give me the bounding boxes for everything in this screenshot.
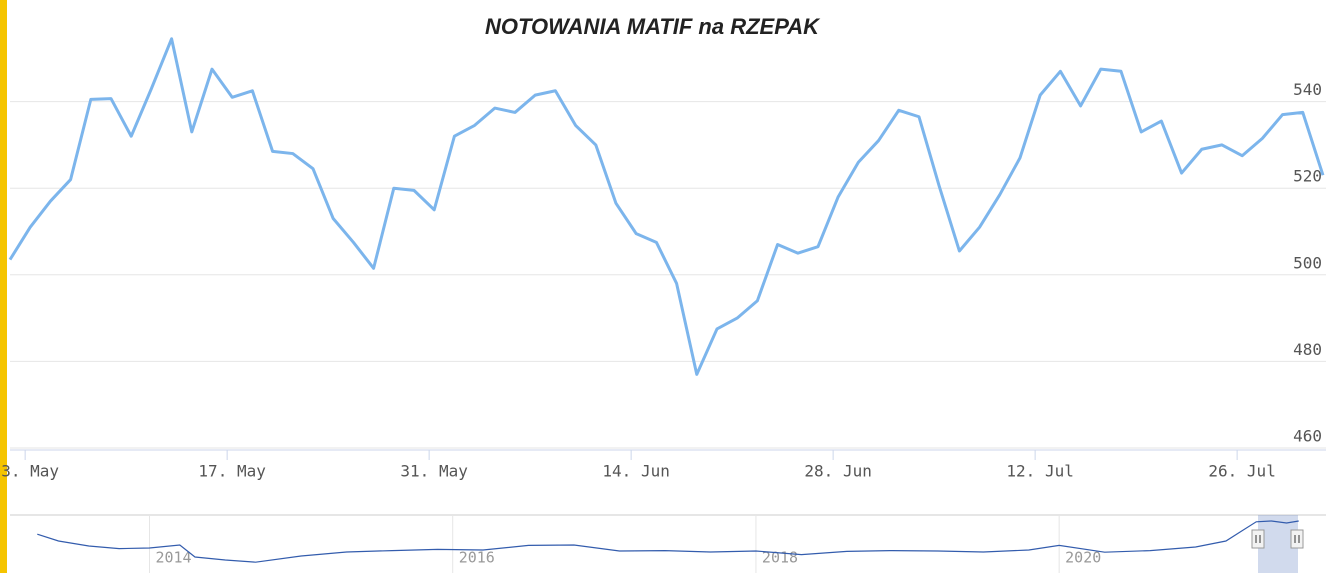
navigator-handle — [1290, 529, 1304, 549]
y-tick-label: 520 — [1293, 167, 1322, 186]
navigator-tick-label: 2014 — [155, 549, 191, 567]
chart-title: NOTOWANIA MATIF na RZEPAK — [485, 14, 821, 39]
x-tick-label: 28. Jun — [804, 462, 871, 481]
y-tick-label: 460 — [1293, 427, 1322, 446]
navigator-tick-label: 2020 — [1065, 549, 1101, 567]
x-tick-label: 14. Jun — [602, 462, 669, 481]
y-tick-label: 500 — [1293, 253, 1322, 272]
y-tick-label: 480 — [1293, 340, 1322, 359]
navigator-tick-label: 2016 — [459, 549, 495, 567]
x-tick-label: 17. May — [198, 462, 266, 481]
x-tick-label: 26. Jul — [1208, 462, 1275, 481]
navigator-handle — [1251, 529, 1265, 549]
x-tick-label: 31. May — [400, 462, 468, 481]
frame-edge — [0, 0, 7, 573]
navigator-tick-label: 2018 — [762, 549, 798, 567]
x-tick-label: 3. May — [1, 462, 59, 481]
data-line — [8, 37, 1325, 376]
x-tick-label: 12. Jul — [1006, 462, 1073, 481]
navigator-line — [37, 520, 1299, 563]
y-tick-label: 540 — [1293, 80, 1322, 99]
